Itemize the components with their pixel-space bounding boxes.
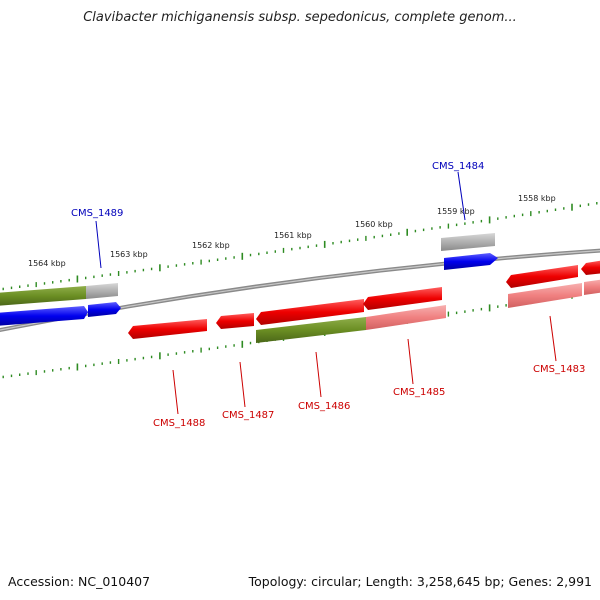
accession-label: Accession: NC_010407 <box>8 574 151 589</box>
cds-arrow-red-1483b[interactable] <box>581 260 600 275</box>
gene-bar-gray[interactable] <box>86 283 118 299</box>
scale-label-1563: 1563 kbp <box>110 250 148 259</box>
leader-line-1484 <box>457 171 466 221</box>
cds-arrow-red-1488[interactable] <box>128 319 207 339</box>
leader-line-1486 <box>315 351 322 398</box>
topology-summary: Topology: circular; Length: 3,258,645 bp… <box>248 574 592 589</box>
gene-bar-pink-1483[interactable] <box>508 283 582 308</box>
leader-line-1485 <box>407 338 414 385</box>
gene-label-cms-1487[interactable]: CMS_1487 <box>222 410 274 421</box>
leader-line-1488 <box>172 369 179 415</box>
gene-bar-pink-1485[interactable] <box>366 305 446 330</box>
cds-arrow-blue-2[interactable] <box>88 302 121 317</box>
cds-arrow-red-1486[interactable] <box>256 299 364 325</box>
leader-line-1483 <box>549 315 557 362</box>
scale-label-1561: 1561 kbp <box>274 231 312 240</box>
gene-bar-gray-1484[interactable] <box>441 233 495 251</box>
gene-bar-pink-1483b[interactable] <box>584 279 600 295</box>
cds-arrow-blue-1484[interactable] <box>444 253 498 270</box>
gene-label-cms-1483[interactable]: CMS_1483 <box>533 364 585 375</box>
gene-label-cms-1485[interactable]: CMS_1485 <box>393 387 445 398</box>
gene-bar-olive-1486[interactable] <box>256 317 366 343</box>
cds-arrow-red-1485[interactable] <box>363 287 442 310</box>
gene-label-cms-1489[interactable]: CMS_1489 <box>71 208 123 219</box>
map-title: Clavibacter michiganensis subsp. sepedon… <box>83 10 517 25</box>
leader-line-1489 <box>95 220 102 269</box>
cds-arrow-red-1483[interactable] <box>506 265 578 288</box>
scale-label-1559: 1559 kbp <box>437 207 475 216</box>
scale-label-1562: 1562 kbp <box>192 241 230 250</box>
cds-arrow-blue-1[interactable] <box>0 306 88 326</box>
gene-label-cms-1488[interactable]: CMS_1488 <box>153 418 205 429</box>
scale-label-1560: 1560 kbp <box>355 220 393 229</box>
leader-line-1487 <box>239 361 246 408</box>
gene-features <box>0 233 498 326</box>
gene-label-cms-1484[interactable]: CMS_1484 <box>432 161 484 172</box>
gene-bar-olive[interactable] <box>0 286 86 306</box>
reverse-features <box>128 260 600 343</box>
gene-label-cms-1486[interactable]: CMS_1486 <box>298 401 350 412</box>
cds-arrow-red-1487[interactable] <box>216 313 254 329</box>
forward-scale <box>2 202 598 291</box>
scale-label-1564: 1564 kbp <box>28 259 66 268</box>
scale-label-1558: 1558 kbp <box>518 194 556 203</box>
